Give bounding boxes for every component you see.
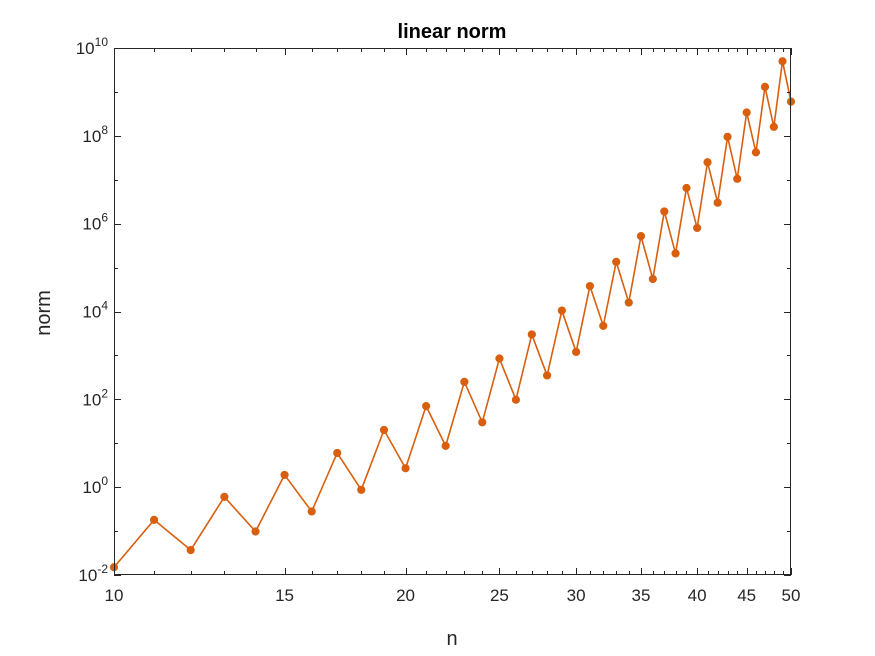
chart-title: linear norm (398, 21, 507, 43)
x-tick-label: 35 (632, 586, 651, 605)
y-tick-label-base: 10 (82, 303, 101, 322)
data-point (703, 158, 712, 167)
data-point (636, 232, 646, 241)
x-tick-label: 10 (105, 586, 124, 605)
x-tick-label: 20 (396, 586, 415, 605)
y-tick-label: 108 (82, 123, 108, 146)
y-tick-label-exponent: 4 (101, 299, 108, 313)
data-point (624, 298, 633, 307)
x-axis-label: n (446, 628, 457, 650)
y-tick-label-exponent: 10 (95, 35, 109, 49)
data-point (660, 207, 669, 216)
data-point (682, 183, 691, 193)
tick-layer: 10 15 20 25 30 35 40 45 5010-2100102104106108101… (76, 35, 801, 605)
data-point (742, 108, 751, 117)
y-tick-label: 104 (82, 299, 108, 322)
y-tick-label: 106 (82, 211, 108, 234)
data-point (733, 174, 742, 183)
y-tick-label-exponent: -2 (97, 562, 108, 576)
y-tick-label-base: 10 (82, 127, 101, 146)
data-point (307, 507, 316, 516)
plot-area (114, 48, 791, 575)
x-tick-label: 15 (275, 586, 294, 605)
data-point (527, 330, 536, 339)
data-point (478, 418, 487, 427)
x-tick-label: 25 (490, 586, 509, 605)
y-tick-label: 100 (82, 474, 108, 497)
series-layer (109, 57, 796, 572)
y-tick-label-exponent: 6 (101, 211, 108, 225)
y-tick-label: 102 (82, 386, 108, 409)
x-tick-label: 30 (567, 586, 586, 605)
y-tick-label-base: 10 (82, 215, 101, 234)
data-point (778, 57, 787, 66)
y-tick-label-exponent: 0 (101, 474, 108, 488)
data-point (648, 274, 657, 284)
data-point (572, 347, 581, 357)
data-point (401, 464, 410, 473)
data-point (220, 492, 229, 502)
y-tick-label: 10-2 (78, 562, 108, 585)
data-point (760, 82, 770, 92)
data-point (599, 321, 608, 330)
y-tick-label-base: 10 (82, 390, 101, 409)
data-point (543, 371, 552, 380)
data-point (441, 441, 450, 451)
data-point (671, 249, 680, 258)
data-point (149, 515, 159, 524)
y-tick-label-base: 10 (76, 39, 95, 58)
data-point (585, 281, 595, 291)
data-point (186, 545, 195, 555)
data-point (693, 223, 702, 233)
data-point (357, 485, 366, 494)
data-point (612, 257, 621, 266)
x-tick-label: 50 (782, 586, 801, 605)
data-point (557, 306, 566, 315)
y-axis-label: norm (33, 290, 55, 336)
data-point (511, 395, 521, 404)
y-tick-label-base: 10 (82, 478, 101, 497)
data-point (713, 198, 722, 207)
y-tick-label-exponent: 8 (101, 123, 108, 137)
y-tick-label-exponent: 2 (101, 386, 108, 400)
data-point (421, 402, 431, 411)
data-point (723, 132, 732, 141)
data-point (280, 470, 289, 480)
data-point (251, 527, 260, 536)
data-point (495, 354, 504, 363)
axes-box (114, 48, 791, 575)
y-tick-label: 1010 (76, 35, 109, 58)
x-tick-label: 40 (688, 586, 707, 605)
data-point (769, 122, 778, 131)
data-point (333, 448, 342, 458)
axes-layer (114, 48, 791, 575)
x-tick-label: 45 (737, 586, 756, 605)
data-point (460, 377, 469, 386)
data-point (379, 425, 389, 435)
y-tick-label-base: 10 (78, 566, 97, 585)
data-point (751, 148, 761, 157)
